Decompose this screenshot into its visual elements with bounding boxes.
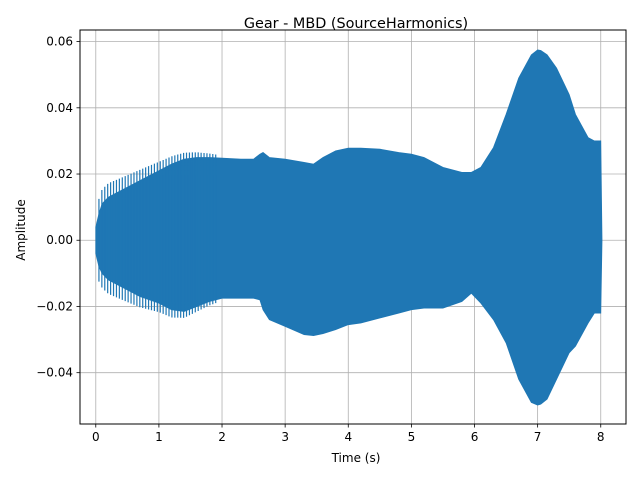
x-axis-title: Time (s) bbox=[331, 451, 381, 465]
x-tick-label: 2 bbox=[218, 430, 226, 444]
x-tick-label: 8 bbox=[597, 430, 605, 444]
y-tick-label: 0.04 bbox=[46, 101, 73, 115]
x-axis: 0 1 2 3 4 5 6 7 8 bbox=[92, 424, 605, 444]
x-tick-label: 4 bbox=[344, 430, 352, 444]
y-tick-label: −0.02 bbox=[36, 299, 73, 313]
x-tick-label: 1 bbox=[155, 430, 163, 444]
y-tick-label: −0.04 bbox=[36, 366, 73, 380]
x-tick-label: 3 bbox=[281, 430, 289, 444]
signal-oscillation bbox=[98, 152, 217, 318]
y-tick-label: 0.02 bbox=[46, 167, 73, 181]
x-tick-label: 0 bbox=[92, 430, 100, 444]
x-tick-label: 5 bbox=[408, 430, 416, 444]
x-tick-label: 6 bbox=[471, 430, 479, 444]
x-tick-label: 7 bbox=[534, 430, 542, 444]
axes-frame bbox=[79, 29, 627, 425]
y-axis-title: Amplitude bbox=[14, 199, 28, 261]
signal-envelope bbox=[95, 49, 603, 406]
y-axis: −0.04 −0.02 0.00 0.02 0.04 0.06 bbox=[36, 35, 80, 380]
y-tick-label: 0.00 bbox=[46, 233, 73, 247]
plot-area bbox=[95, 49, 603, 406]
chart-title: Gear - MBD (SourceHarmonics) bbox=[244, 16, 468, 32]
y-tick-label: 0.06 bbox=[46, 35, 73, 49]
